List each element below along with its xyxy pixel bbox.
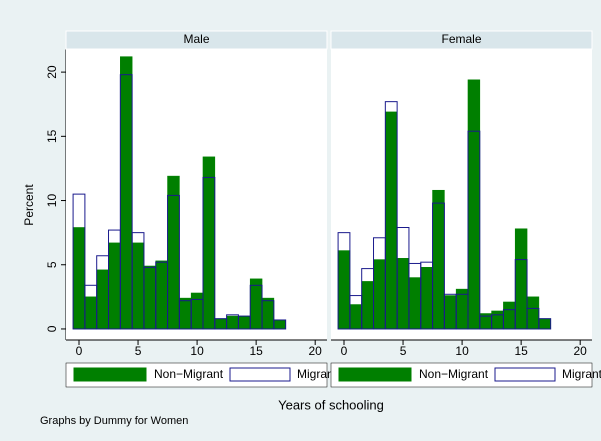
y-tick-label: 10	[45, 194, 59, 208]
x-tick-label: 5	[400, 344, 407, 358]
histogram-bar	[503, 301, 516, 330]
legend-label: Migrant	[562, 367, 601, 381]
x-axis-label: Years of schooling	[278, 397, 384, 412]
histogram-bar	[361, 281, 374, 330]
histogram-bar	[72, 193, 86, 330]
histogram-bar	[190, 292, 204, 330]
legend-key	[73, 367, 147, 382]
histogram-bar	[526, 296, 540, 330]
histogram-bar	[396, 258, 410, 330]
histogram-bar	[72, 227, 86, 330]
histogram-bar	[167, 175, 180, 330]
histogram-bar	[432, 202, 445, 330]
histogram-bar	[491, 310, 504, 330]
x-tick-label: 10	[190, 344, 204, 358]
x-tick-label: 15	[514, 344, 528, 358]
note: Graphs by Dummy for Women	[40, 415, 188, 427]
histogram-bar	[96, 269, 109, 330]
y-tick-label: 15	[45, 129, 59, 143]
panel-title: Male	[183, 32, 209, 46]
x-tick-label: 10	[455, 344, 469, 358]
histogram-bar	[131, 242, 145, 330]
histogram-bar	[514, 228, 528, 330]
x-tick-label: 0	[76, 344, 83, 358]
histogram-bar	[155, 260, 168, 330]
histogram-bar	[349, 304, 363, 330]
histogram-bar	[538, 318, 552, 330]
histogram-bar	[214, 318, 227, 330]
legend-key	[338, 367, 412, 382]
x-tick-label: 20	[574, 344, 588, 358]
legend-label: Migrant	[297, 367, 338, 381]
x-tick-label: 0	[341, 344, 348, 358]
histogram-bar	[514, 259, 528, 330]
histogram-bar	[261, 300, 275, 330]
histogram-bar	[384, 101, 398, 330]
histogram-bar	[202, 176, 216, 330]
histogram-bar	[408, 277, 422, 330]
histogram-bar	[167, 194, 180, 330]
legend-label: Non−Migrant	[419, 367, 489, 381]
histogram-bar	[143, 265, 157, 330]
x-tick-label: 5	[135, 344, 142, 358]
histogram-bar	[226, 315, 239, 330]
histogram-bar	[120, 56, 133, 330]
histogram-bar	[385, 111, 398, 330]
legend-key	[229, 367, 291, 382]
histogram-bar	[538, 318, 551, 330]
y-tick-label: 0	[45, 325, 59, 332]
histogram-bar	[373, 259, 386, 330]
histogram-bar	[84, 296, 98, 330]
histogram-bar	[261, 297, 275, 330]
histogram-bar	[119, 74, 133, 330]
histogram-bar	[337, 250, 351, 330]
histogram-bar	[179, 297, 192, 330]
histogram-bar	[444, 295, 457, 330]
x-tick-label: 15	[249, 344, 263, 358]
histogram-bar	[249, 278, 263, 330]
histogram-bar	[455, 288, 469, 330]
histogram-bar	[273, 319, 287, 330]
histogram-bar	[420, 267, 433, 330]
histogram-bar	[337, 232, 351, 330]
histogram-bar	[238, 315, 251, 330]
y-axis-label: Percent	[22, 184, 36, 226]
histogram-bar	[467, 130, 481, 330]
y-tick-label: 5	[45, 261, 59, 268]
histogram-bar	[202, 156, 216, 330]
y-tick-label: 20	[45, 65, 59, 79]
histogram-bar	[467, 79, 481, 330]
x-tick-label: 20	[309, 344, 323, 358]
legend-label: Non−Migrant	[154, 367, 224, 381]
histogram-bar	[108, 242, 121, 330]
histogram-bar	[432, 189, 445, 330]
legend-key	[494, 367, 556, 382]
histogram-bar	[273, 319, 286, 330]
panel-title: Female	[441, 32, 481, 46]
